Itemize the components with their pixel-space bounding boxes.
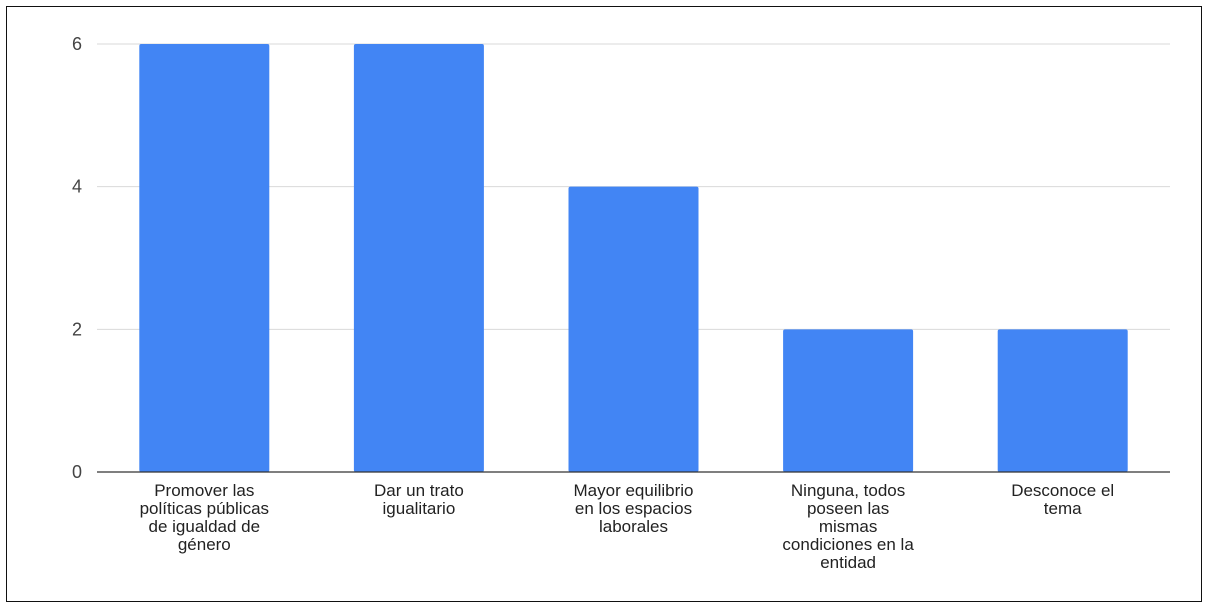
x-tick-label: género: [178, 535, 231, 554]
y-tick-label: 6: [72, 34, 82, 54]
bar: [997, 329, 1128, 472]
x-tick-label: poseen las: [807, 499, 889, 518]
bar: [568, 186, 699, 472]
bar: [353, 44, 484, 472]
x-tick-label: de igualdad de: [149, 517, 261, 536]
x-tick-label: Desconoce el: [1011, 481, 1114, 500]
y-axis-ticks: 0 2 4 6: [72, 34, 82, 482]
x-tick-label: entidad: [820, 553, 876, 572]
x-tick-label: mismas: [819, 517, 878, 536]
x-tick-label: políticas públicas: [140, 499, 269, 518]
x-tick-label: laborales: [599, 517, 668, 536]
bars: [139, 44, 1128, 472]
y-tick-label: 4: [72, 177, 82, 197]
x-tick-label: Promover las: [154, 481, 254, 500]
x-tick-label: Ninguna, todos: [791, 481, 905, 500]
bar: [139, 44, 270, 472]
y-tick-label: 0: [72, 462, 82, 482]
x-tick-label: Mayor equilibrio: [574, 481, 694, 500]
y-tick-label: 2: [72, 319, 82, 339]
x-tick-label: Dar un trato: [374, 481, 464, 500]
x-tick-label: igualitario: [383, 499, 456, 518]
bar: [783, 329, 914, 472]
x-tick-label: condiciones en la: [782, 535, 914, 554]
x-tick-label: tema: [1044, 499, 1082, 518]
x-tick-label: en los espacios: [575, 499, 692, 518]
